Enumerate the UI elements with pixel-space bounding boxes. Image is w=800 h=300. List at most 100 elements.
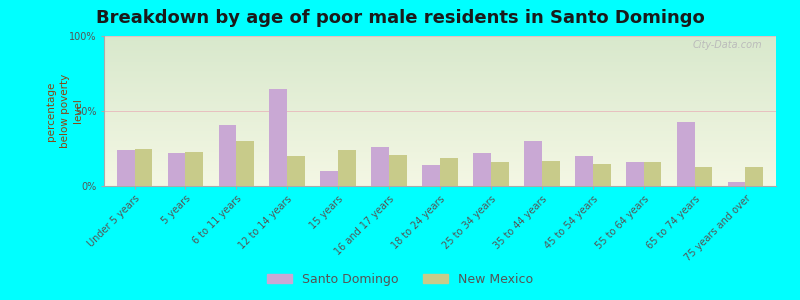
Bar xyxy=(104,118,776,120)
Y-axis label: percentage
below poverty
level: percentage below poverty level xyxy=(46,74,83,148)
Bar xyxy=(746,167,763,186)
Bar xyxy=(104,129,776,130)
Bar xyxy=(104,160,776,162)
Bar xyxy=(104,124,776,126)
Bar xyxy=(104,117,776,118)
Text: City-Data.com: City-Data.com xyxy=(693,40,762,50)
Bar xyxy=(104,60,776,61)
Bar xyxy=(104,90,776,92)
Bar xyxy=(389,154,407,186)
Bar xyxy=(104,120,776,122)
Bar xyxy=(104,112,776,114)
Bar xyxy=(104,44,776,45)
Bar xyxy=(104,156,776,158)
Bar xyxy=(338,150,356,186)
Text: Breakdown by age of poor male residents in Santo Domingo: Breakdown by age of poor male residents … xyxy=(96,9,704,27)
Bar xyxy=(104,184,776,186)
Bar xyxy=(104,99,776,100)
Bar xyxy=(104,69,776,70)
Bar xyxy=(287,156,305,186)
Bar xyxy=(104,182,776,183)
Bar xyxy=(168,153,186,186)
Bar xyxy=(104,171,776,172)
Bar xyxy=(104,111,776,112)
Bar xyxy=(104,146,776,147)
Bar xyxy=(104,45,776,46)
Bar xyxy=(644,162,662,186)
Bar xyxy=(104,70,776,72)
Bar xyxy=(104,66,776,68)
Bar xyxy=(104,159,776,160)
Bar xyxy=(104,110,776,111)
Bar xyxy=(104,108,776,110)
Bar xyxy=(104,158,776,159)
Bar xyxy=(104,165,776,166)
Bar xyxy=(371,147,389,186)
Bar xyxy=(218,124,236,186)
Bar xyxy=(104,142,776,144)
Bar xyxy=(104,164,776,165)
Bar xyxy=(728,182,746,186)
Bar xyxy=(104,92,776,93)
Bar xyxy=(104,75,776,76)
Bar xyxy=(104,154,776,156)
Bar xyxy=(104,36,776,38)
Bar xyxy=(104,85,776,87)
Bar xyxy=(593,164,610,186)
Bar xyxy=(104,134,776,135)
Bar xyxy=(104,169,776,171)
Bar xyxy=(104,38,776,39)
Bar xyxy=(104,140,776,141)
Bar xyxy=(104,102,776,104)
Bar xyxy=(104,128,776,129)
Bar xyxy=(104,72,776,74)
Bar xyxy=(104,84,776,86)
Bar xyxy=(104,51,776,52)
Bar xyxy=(575,156,593,186)
Bar xyxy=(104,132,776,134)
Bar xyxy=(104,136,776,138)
Bar xyxy=(104,94,776,96)
Bar xyxy=(117,150,134,186)
Bar xyxy=(104,147,776,148)
Bar xyxy=(320,171,338,186)
Bar xyxy=(104,48,776,50)
Bar xyxy=(104,39,776,40)
Bar xyxy=(104,56,776,57)
Bar xyxy=(104,57,776,58)
Bar xyxy=(104,105,776,106)
Bar xyxy=(104,81,776,82)
Bar xyxy=(104,88,776,90)
Bar xyxy=(104,172,776,174)
Bar xyxy=(270,88,287,186)
Bar xyxy=(104,52,776,54)
Bar xyxy=(104,148,776,150)
Bar xyxy=(104,42,776,44)
Bar xyxy=(104,114,776,116)
Bar xyxy=(677,122,694,186)
Bar xyxy=(104,61,776,63)
Bar xyxy=(104,174,776,176)
Bar xyxy=(104,76,776,78)
Bar xyxy=(104,138,776,140)
Bar xyxy=(104,96,776,98)
Bar xyxy=(104,82,776,84)
Bar xyxy=(104,103,776,105)
Bar xyxy=(104,87,776,88)
Bar xyxy=(104,116,776,117)
Bar xyxy=(104,93,776,94)
Bar xyxy=(104,98,776,99)
Bar xyxy=(422,165,440,186)
Bar xyxy=(104,183,776,184)
Bar xyxy=(104,141,776,142)
Bar xyxy=(440,158,458,186)
Bar xyxy=(104,167,776,168)
Bar xyxy=(104,46,776,48)
Bar xyxy=(626,162,644,186)
Bar xyxy=(104,80,776,81)
Bar xyxy=(104,153,776,154)
Bar xyxy=(473,153,491,186)
Bar xyxy=(104,177,776,178)
Bar xyxy=(104,144,776,146)
Bar xyxy=(104,64,776,66)
